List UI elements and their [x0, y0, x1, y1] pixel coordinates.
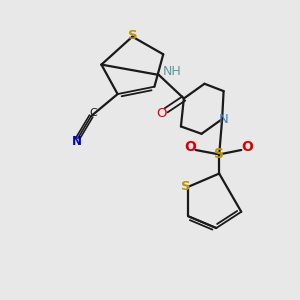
- Text: S: S: [181, 180, 190, 193]
- Text: C: C: [89, 108, 97, 118]
- Text: N: N: [219, 112, 229, 126]
- Text: S: S: [214, 147, 224, 161]
- Text: N: N: [71, 135, 81, 148]
- Text: NH: NH: [162, 65, 181, 78]
- Text: O: O: [241, 140, 253, 154]
- Text: S: S: [128, 29, 137, 42]
- Text: O: O: [184, 140, 196, 154]
- Text: O: O: [157, 107, 167, 120]
